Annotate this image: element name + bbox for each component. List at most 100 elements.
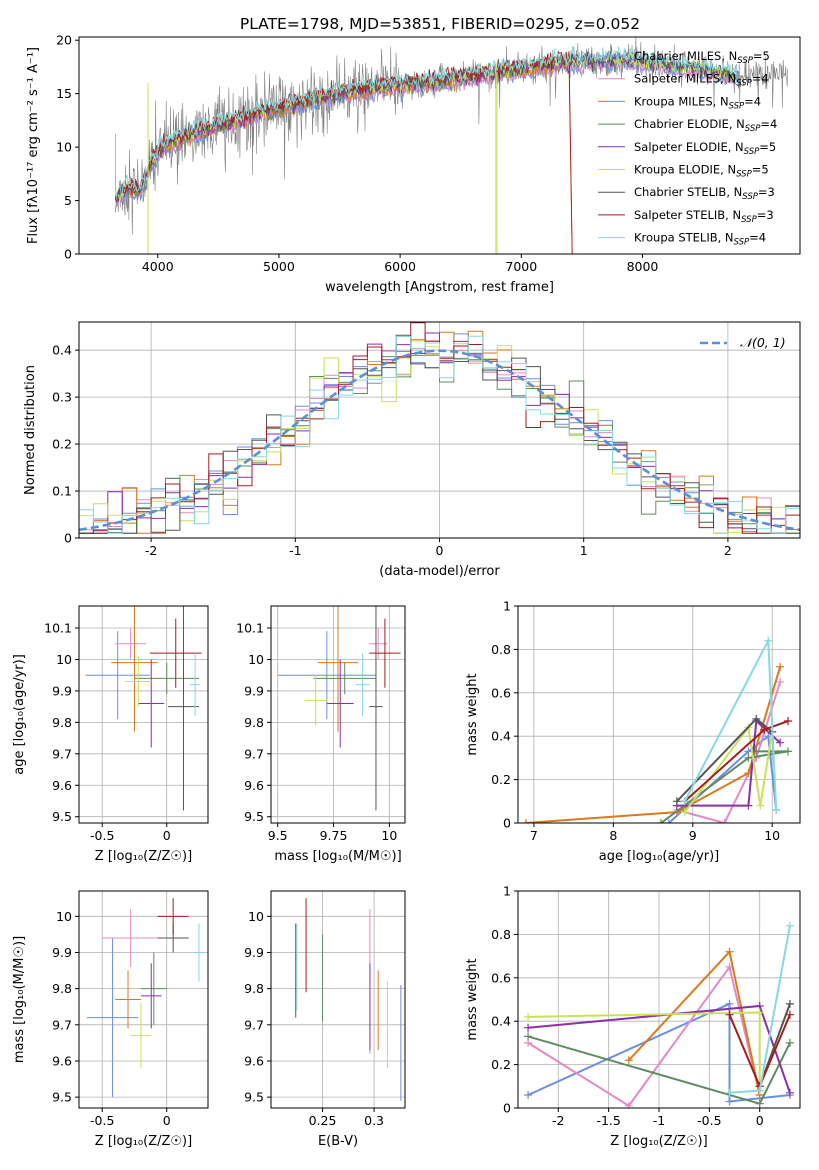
histogram-step-6 <box>79 334 800 534</box>
y-axis-label: Flux [fλ10⁻¹⁷ erg cm⁻² s⁻¹ A⁻¹] <box>26 47 41 244</box>
x-tick-label: 0 <box>163 828 171 843</box>
plot-area-age_vs_mass <box>277 606 401 811</box>
weight-marker <box>764 636 773 645</box>
x-axis-label: Z [log₁₀(Z/Z☉)] <box>610 1134 707 1149</box>
weight-marker <box>720 819 729 823</box>
x-tick-label: 8 <box>609 828 617 843</box>
weight-marker <box>524 1090 533 1099</box>
weight-marker <box>744 753 753 762</box>
y-tick-label: 0.1 <box>52 484 72 499</box>
y-tick-label: 10 <box>56 652 72 667</box>
y-tick-label: 0 <box>64 247 72 262</box>
weight-marker <box>725 1097 734 1106</box>
panel-mass_vs_ebv: 0.25 0.3 9.5 9.6 9.7 9.8 9.9 10 E(B-V) <box>244 890 406 1149</box>
weight-marker <box>756 801 765 810</box>
legend-entry: Kroupa MILES, NSSP=4 <box>634 94 761 111</box>
weight-marker <box>672 797 681 806</box>
x-tick-label: 0.3 <box>364 1113 384 1128</box>
x-tick-label: -2 <box>145 543 157 558</box>
x-tick-label: -0.5 <box>697 1113 721 1128</box>
panel-mass_vs_Z: -0.5 0 9.5 9.6 9.7 9.8 9.9 10 Z [log₁₀(Z/Z☉)] mas… <box>12 890 209 1149</box>
x-tick-label: 8000 <box>627 259 659 274</box>
x-tick-label: 2 <box>724 543 732 558</box>
weight-marker <box>776 662 785 671</box>
weight-marker <box>664 819 673 823</box>
weight-marker <box>524 1032 533 1041</box>
weight-marker <box>776 738 785 747</box>
x-tick-label: -1 <box>653 1113 665 1128</box>
y-tick-label: 10 <box>248 652 264 667</box>
weight-marker <box>521 819 530 823</box>
x-tick-label: 10 <box>764 828 780 843</box>
y-tick-label: 9.9 <box>244 945 264 960</box>
legend-entry: Kroupa STELIB, NSSP=4 <box>634 231 766 248</box>
plot-area-weight_vs_age <box>521 636 793 823</box>
y-axis-label: mass weight <box>465 673 480 755</box>
legend-entry: 𝒩(0, 1) <box>740 335 786 350</box>
weight-marker <box>755 1086 764 1095</box>
panel-weight_vs_Z: -2 -1.5 -1 -0.5 0 0 0.2 0.4 0.6 0.8 1 Z [log₁₀(Z/Z☉… <box>465 884 801 1149</box>
x-axis-label: Z [log₁₀(Z/Z☉)] <box>95 1134 192 1149</box>
weight-marker <box>524 1012 533 1021</box>
weight-marker <box>785 999 794 1008</box>
axes-frame <box>270 890 406 1109</box>
y-tick-label: 9.8 <box>52 715 72 730</box>
weight-marker <box>755 1099 764 1108</box>
y-tick-label: 10 <box>56 140 72 155</box>
weight-marker <box>785 1010 794 1019</box>
panel-age_vs_Z: -0.5 0 9.5 9.6 9.7 9.8 9.9 10 10.1 Z [log₁₀(Z/Z☉)… <box>12 605 209 864</box>
x-tick-label: -0.5 <box>90 828 114 843</box>
x-axis-label: E(B-V) <box>318 1134 358 1149</box>
axes-frame <box>78 890 209 1109</box>
legend-entry: Chabrier ELODIE, NSSP=4 <box>634 117 777 134</box>
y-tick-label: 9.7 <box>244 746 264 761</box>
weight-marker <box>785 921 794 930</box>
y-axis-label: Normed distribution <box>23 365 38 495</box>
y-tick-label: 9.6 <box>244 1053 264 1068</box>
plot-area-spectrum <box>114 37 788 254</box>
legend-entry: Chabrier MILES, NSSP=5 <box>634 49 770 66</box>
y-tick-label: 9.6 <box>244 778 264 793</box>
weight-marker <box>624 1056 633 1065</box>
y-axis-label: mass [log₁₀(M/M☉)] <box>12 936 27 1063</box>
x-tick-label: 0 <box>756 1113 764 1128</box>
weight-marker <box>744 801 753 810</box>
x-tick-label: 0 <box>436 543 444 558</box>
weight-marker <box>784 747 793 756</box>
y-tick-label: 5 <box>64 193 72 208</box>
weight-marker <box>776 677 785 686</box>
y-tick-label: 9.8 <box>52 981 72 996</box>
y-tick-label: 0.3 <box>52 390 72 405</box>
weight-marker <box>656 819 665 823</box>
weight-marker <box>725 999 734 1008</box>
x-tick-label: 6000 <box>384 259 416 274</box>
y-axis-label: mass weight <box>465 958 480 1040</box>
y-tick-label: 9.5 <box>244 1090 264 1105</box>
plot-area-weight_vs_Z <box>524 921 794 1108</box>
y-tick-label: 0.6 <box>491 685 511 700</box>
plot-area-residual_hist <box>79 322 800 534</box>
histogram-step-8 <box>79 335 800 534</box>
x-tick-label: 1 <box>580 543 588 558</box>
y-tick-label: 9.9 <box>52 683 72 698</box>
x-axis-label: wavelength [Angstrom, rest frame] <box>325 280 554 295</box>
weight-marker <box>755 1008 764 1017</box>
x-tick-label: 5000 <box>263 259 295 274</box>
panel-residual_hist: -2 -1 0 1 2 0 0.1 0.2 0.3 0.4 (data-model)/error No… <box>23 321 801 579</box>
y-tick-label: 0.2 <box>52 437 72 452</box>
y-tick-label: 0.4 <box>491 729 511 744</box>
y-tick-label: 9.7 <box>244 1017 264 1032</box>
legend-entry: Salpeter STELIB, NSSP=3 <box>634 208 774 225</box>
weight-marker <box>725 1010 734 1019</box>
y-tick-label: 0.6 <box>491 970 511 985</box>
plot-area-mass_vs_ebv <box>295 898 402 1101</box>
y-tick-label: 0 <box>64 531 72 546</box>
y-tick-label: 9.7 <box>52 1017 72 1032</box>
y-tick-label: 0.4 <box>491 1014 511 1029</box>
x-tick-label: 10 <box>381 828 397 843</box>
weight-marker <box>785 1038 794 1047</box>
y-tick-label: 1 <box>503 599 511 614</box>
x-tick-label: 9.75 <box>320 828 348 843</box>
y-tick-label: 0.2 <box>491 772 511 787</box>
